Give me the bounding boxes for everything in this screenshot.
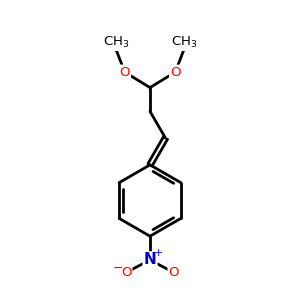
Text: O: O [169, 266, 179, 279]
Text: O: O [170, 66, 181, 79]
Text: −: − [112, 262, 123, 275]
Text: CH$_3$: CH$_3$ [103, 35, 129, 50]
Text: O: O [119, 66, 130, 79]
Text: CH$_3$: CH$_3$ [171, 35, 197, 50]
Text: O: O [121, 266, 131, 279]
Text: N: N [144, 253, 156, 268]
Text: +: + [154, 248, 164, 257]
